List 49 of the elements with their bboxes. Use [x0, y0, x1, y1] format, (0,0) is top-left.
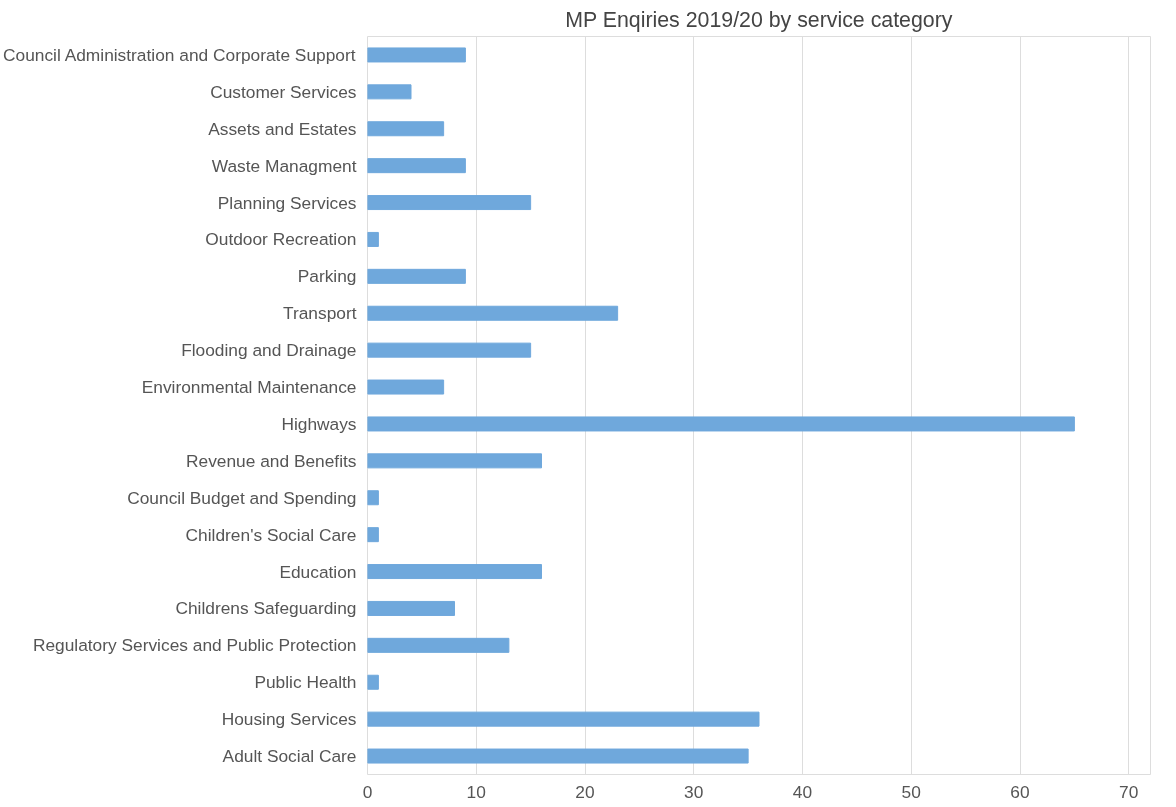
y-tick-label: Education [279, 561, 357, 582]
bar [367, 564, 542, 580]
y-tick-label: Childrens Safeguarding [175, 598, 357, 619]
y-tick-label: Regulatory Services and Public Protection [32, 635, 357, 656]
bar [367, 527, 379, 543]
y-tick-label: Public Health [254, 672, 357, 693]
y-tick-label: Assets and Estates [208, 118, 357, 139]
x-tick-label: 60 [1010, 781, 1030, 802]
bar [367, 490, 379, 506]
x-tick-label: 50 [901, 781, 921, 802]
x-tick-label: 0 [362, 781, 373, 802]
bar [367, 121, 445, 137]
y-tick-label: Council Administration and Corporate Support [3, 44, 356, 65]
bar [367, 47, 466, 63]
bar [367, 195, 532, 211]
y-tick-label: Revenue and Benefits [185, 450, 357, 471]
y-tick-label: Adult Social Care [222, 746, 357, 767]
bar [367, 711, 760, 727]
bar [367, 231, 379, 247]
y-tick-label: Housing Services [221, 709, 357, 730]
y-tick-label: Council Budget and Spending [127, 487, 357, 508]
x-tick-label: 30 [684, 781, 704, 802]
bar [367, 84, 412, 100]
y-tick-label: Planning Services [217, 192, 357, 213]
y-tick-label: Parking [297, 266, 357, 287]
y-tick-label: Waste Managment [211, 155, 357, 176]
bar [367, 600, 455, 616]
bar [367, 158, 466, 174]
y-tick-label: Customer Services [210, 81, 357, 102]
y-tick-label: Children's Social Care [185, 524, 357, 545]
bar [367, 674, 379, 690]
y-tick-label: Environmental Maintenance [141, 377, 357, 398]
x-tick-label: 10 [466, 781, 486, 802]
bar [367, 748, 749, 764]
bar [367, 453, 542, 469]
bar [367, 342, 532, 358]
chart-title: MP Enqiries 2019/20 by service category [565, 7, 953, 32]
bar [367, 637, 510, 653]
x-tick-label: 70 [1119, 781, 1139, 802]
bar [367, 305, 619, 321]
x-tick-label: 20 [575, 781, 595, 802]
x-tick-label: 40 [792, 781, 813, 802]
y-tick-label: Flooding and Drainage [181, 340, 357, 361]
y-tick-label: Transport [282, 303, 357, 324]
bar [367, 268, 466, 284]
bar [367, 416, 1075, 432]
bar [367, 379, 445, 395]
y-tick-label: Outdoor Recreation [205, 229, 357, 250]
y-tick-label: Highways [281, 413, 357, 434]
